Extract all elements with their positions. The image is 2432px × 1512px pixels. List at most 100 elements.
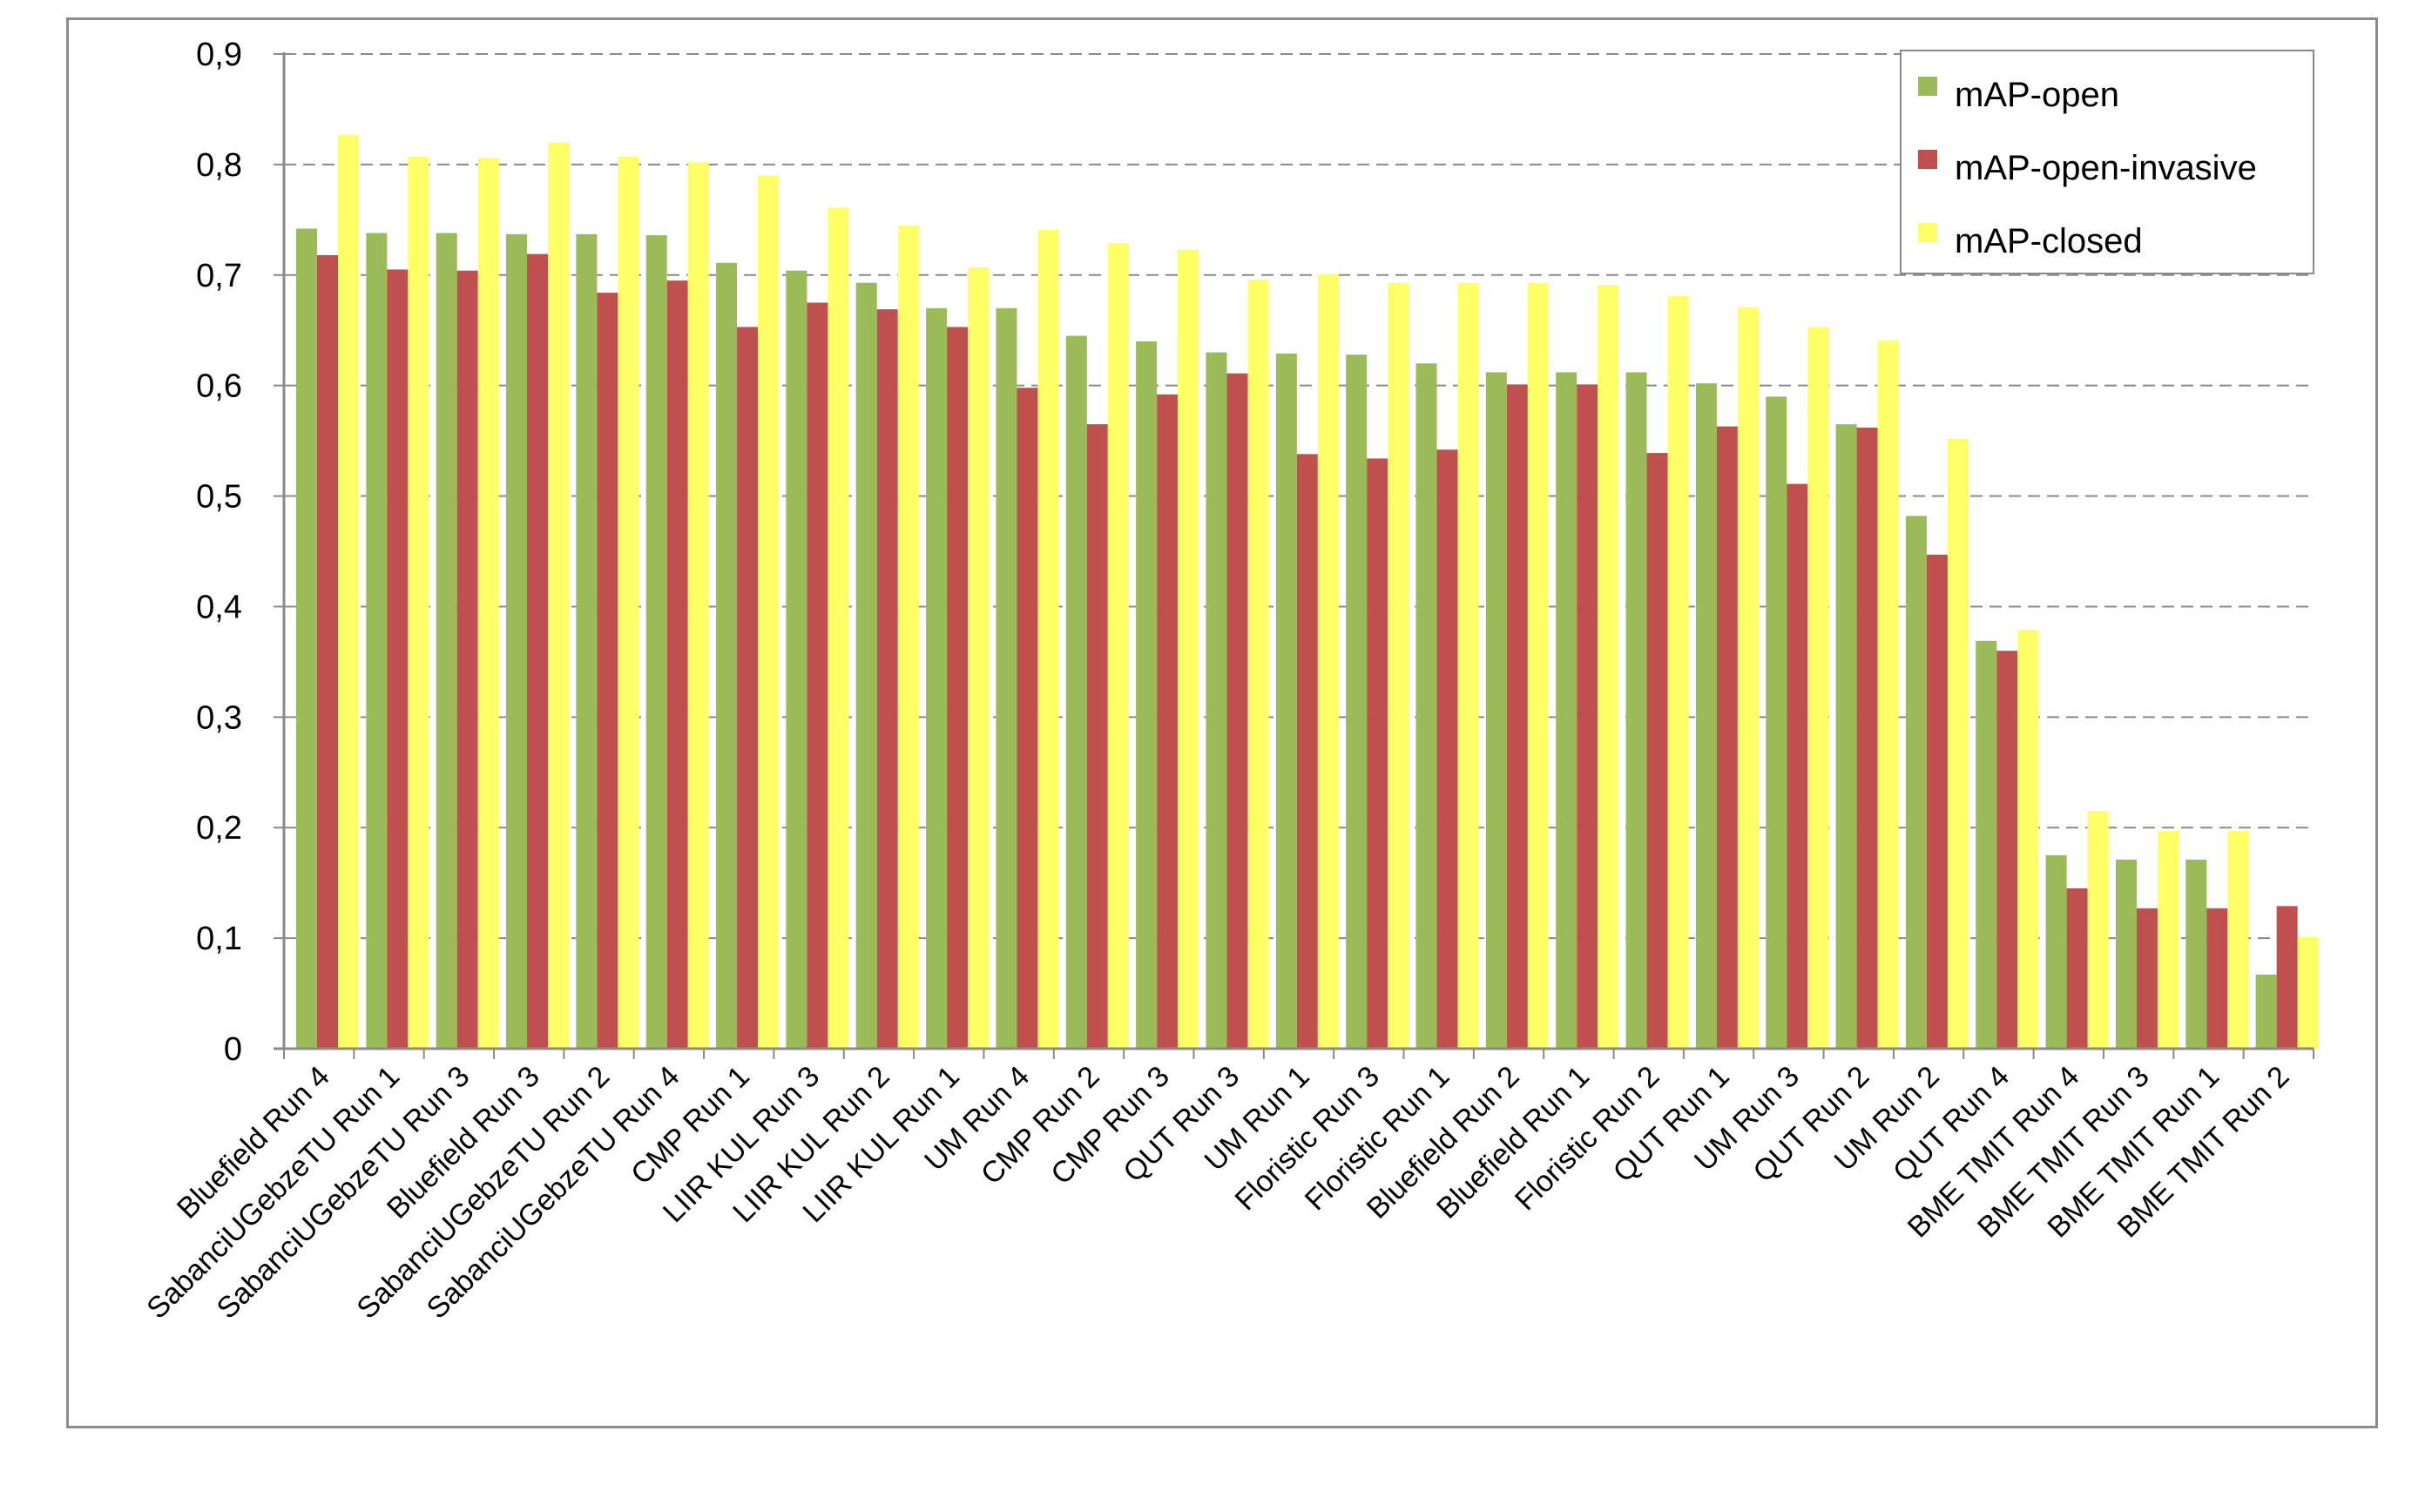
bar-mAP-closed [1877,340,1899,1049]
legend-swatch [1918,223,1937,242]
bar-mAP-closed [338,134,359,1049]
bar-mAP-open-invasive [1367,458,1388,1049]
bar-mAP-closed [897,225,919,1050]
bar-mAP-open [366,233,388,1049]
bar-mAP-open [1485,372,1507,1049]
legend-swatch [1918,150,1937,169]
bar-mAP-closed [548,142,570,1049]
bar-mAP-open [506,233,528,1050]
bar-mAP-open-invasive [2066,888,2088,1049]
bar-mAP-open [2185,860,2207,1049]
bar-mAP-open-invasive [666,280,688,1050]
bar-mAP-closed [2227,831,2249,1049]
bar-mAP-closed [1247,279,1269,1049]
bar-mAP-open [1905,516,1927,1049]
bar-mAP-closed [828,207,849,1049]
bar-mAP-open-invasive [1856,427,1878,1050]
bar-mAP-open [2115,860,2137,1049]
bar-mAP-open [926,307,948,1049]
bar-mAP-open [1275,353,1297,1049]
bar-mAP-open-invasive [527,253,549,1049]
bar-mAP-open-invasive [807,302,828,1049]
bar-mAP-closed [477,158,499,1049]
bar-mAP-open [576,233,598,1050]
bar-mAP-open-invasive [1926,554,1948,1049]
bar-mAP-open-invasive [2276,906,2298,1049]
bar-mAP-open-invasive [1996,651,2018,1049]
bar-mAP-closed [1947,438,1969,1049]
bar-mAP-closed [968,267,990,1049]
y-tick-labels: 0 0,1 0,2 0,3 0,4 0,5 0,6 0,7 0,8 0,9 [196,37,242,1068]
bar-mAP-open-invasive [597,293,618,1050]
bar-mAP-open-invasive [1086,424,1108,1050]
bar-mAP-open [855,282,877,1049]
y-tick-label: 0,1 [196,921,242,957]
bar-mAP-open [1766,396,1787,1049]
bar-mAP-open-invasive [2136,908,2158,1049]
bar-mAP-closed [2157,831,2179,1049]
bar-mAP-open-invasive [387,269,409,1049]
bar-mAP-open [716,262,738,1049]
bar-mAP-closed [1737,307,1759,1049]
legend-label: mAP-open-invasive [1955,149,2257,187]
bar-mAP-closed [2087,811,2109,1049]
bar-mAP-closed [1388,282,1409,1049]
y-tick-label: 0,4 [196,589,242,625]
bar-mAP-open-invasive [947,327,969,1050]
bar-mAP-closed [1317,273,1339,1049]
bar-mAP-open-invasive [1296,454,1318,1049]
y-tick-label: 0,7 [196,258,242,294]
legend-swatch [1918,77,1937,96]
legend: mAP-open mAP-open-invasive mAP-closed [1900,50,2314,274]
y-tick-label: 0,8 [196,147,242,184]
bar-mAP-closed [758,175,780,1050]
bar-mAP-open [2255,974,2277,1049]
bar-mAP-open [1625,372,1647,1049]
bar-mAP-open-invasive [1226,373,1248,1050]
bar-mAP-open [1415,363,1437,1049]
bar-mAP-closed [1457,282,1479,1049]
bar-mAP-open-invasive [737,327,759,1050]
y-tick-label: 0,9 [196,37,242,73]
bar-mAP-closed [408,157,429,1050]
bar-mAP-closed [687,162,709,1050]
bar-mAP-closed [1807,327,1829,1050]
bar-mAP-open-invasive [317,254,338,1050]
bar-mAP-open [2045,854,2067,1049]
axes [274,52,2314,1059]
bar-mAP-open [1346,354,1368,1049]
bar-mAP-open [1835,424,1857,1050]
bar-mAP-closed [1667,295,1689,1049]
bar-mAP-open [996,307,1017,1049]
bar-mAP-open [1976,640,1997,1049]
bar-mAP-open [296,228,317,1049]
bar-mAP-closed [1107,242,1129,1050]
legend-label: mAP-closed [1955,222,2143,260]
bar-mAP-open-invasive [1787,483,1808,1049]
bar-mAP-open [1695,383,1717,1049]
bar-mAP-open [1206,352,1227,1050]
bar-mAP-closed [2297,936,2319,1049]
legend-box [1900,50,2314,274]
bar-mAP-open-invasive [1506,384,1528,1049]
bar-mAP-open-invasive [456,270,478,1049]
bar-mAP-closed [618,157,639,1050]
bar-mAP-closed [1527,282,1549,1049]
bar-mAP-open-invasive [876,309,898,1049]
bar-mAP-closed [2017,630,2039,1049]
bar-mAP-open-invasive [1577,384,1598,1049]
bar-mAP-closed [1598,285,1619,1050]
bar-mAP-open [1136,341,1158,1049]
legend-label: mAP-open [1955,76,2119,114]
bar-mAP-open [786,270,807,1049]
bar-mAP-open [436,233,457,1049]
bar-mAP-open-invasive [1436,449,1458,1049]
bar-mAP-open [1556,372,1577,1049]
bar-mAP-open-invasive [1716,426,1738,1049]
bar-mAP-open-invasive [2206,908,2228,1049]
y-tick-label: 0 [224,1031,242,1068]
bar-mAP-closed [1037,229,1059,1050]
bar-mAP-open [645,235,667,1049]
